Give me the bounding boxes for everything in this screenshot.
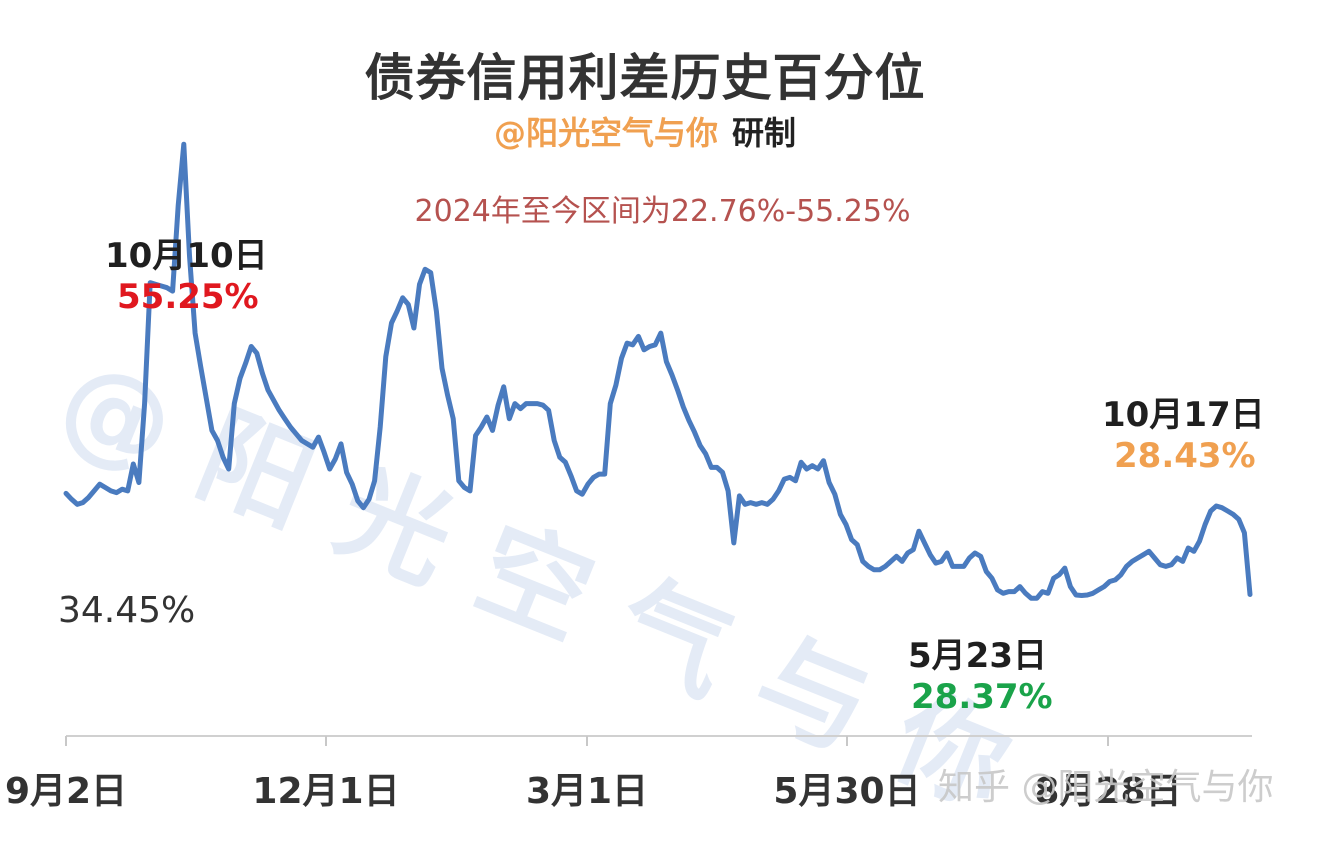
- x-tick-label: 3月1日: [525, 771, 649, 812]
- min-annotation: 5月23日 28.37%: [908, 628, 1053, 717]
- chart-subtitle: @阳光空气与你 研制: [0, 108, 1290, 154]
- x-tick-label: 12月1日: [252, 771, 400, 812]
- last-value-label: 28.43%: [1114, 436, 1256, 476]
- min-value-label: 28.37%: [911, 677, 1053, 717]
- x-tick-label: 9月2日: [4, 771, 128, 812]
- author-label: @阳光空气与你: [493, 114, 718, 152]
- max-date-label: 10月10日: [105, 236, 268, 276]
- start-value-label: 34.45%: [58, 590, 196, 631]
- author-suffix: 研制: [732, 114, 797, 152]
- x-ticks: [65, 736, 1109, 746]
- series-line: [63, 141, 1253, 601]
- max-annotation: 10月10日 55.25%: [105, 228, 268, 317]
- last-annotation: 10月17日 28.43%: [1102, 387, 1265, 476]
- watermark-zhihu: 知乎 @阳光空气与你: [938, 767, 1274, 808]
- chart-svg: [63, 141, 1253, 746]
- chart-title: 债券信用利差历史百分位: [364, 49, 926, 107]
- x-tick-label: 5月30日: [773, 771, 921, 812]
- range-note: 2024年至今区间为22.76%-55.25%: [414, 194, 911, 229]
- x-tick-label: 8月28日: [1034, 771, 1182, 812]
- max-value-label: 55.25%: [117, 277, 259, 317]
- min-date-label: 5月23日: [908, 636, 1047, 676]
- last-date-label: 10月17日: [1102, 395, 1265, 435]
